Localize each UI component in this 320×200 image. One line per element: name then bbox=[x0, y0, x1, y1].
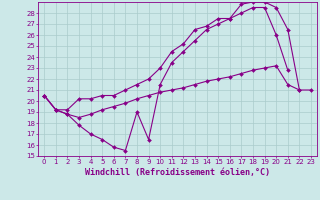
X-axis label: Windchill (Refroidissement éolien,°C): Windchill (Refroidissement éolien,°C) bbox=[85, 168, 270, 177]
